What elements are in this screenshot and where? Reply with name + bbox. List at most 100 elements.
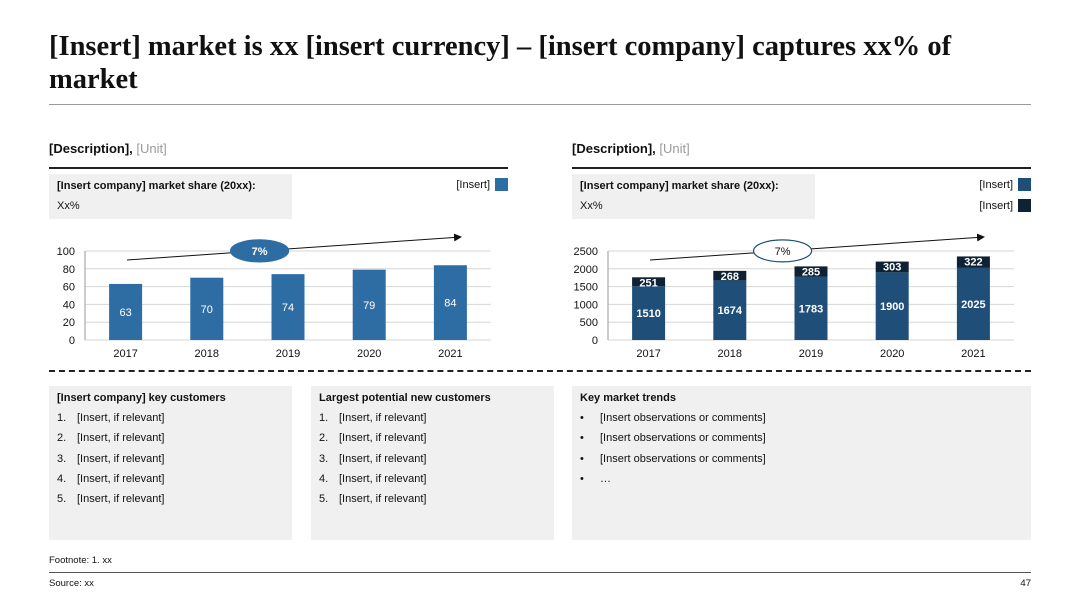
y-tick-label: 2500: [574, 246, 598, 258]
x-tick-label: 2021: [438, 348, 462, 360]
list-item-text: [Insert, if relevant]: [339, 493, 427, 506]
cagr-bubble: [752, 239, 813, 263]
bar-data-label: 303: [883, 262, 901, 274]
y-tick-label: 60: [63, 282, 75, 294]
left-share-title: [Insert company] market share (20xx):: [57, 180, 256, 192]
list-item: 5. [Insert, if relevant]: [57, 493, 164, 513]
list-item: 1. [Insert, if relevant]: [57, 412, 164, 432]
list-marker: 3.: [57, 452, 67, 465]
list-item: • [Insert observations or comments]: [580, 412, 766, 432]
bar-data-label: 70: [201, 304, 213, 316]
list-item-text: [Insert, if relevant]: [77, 412, 165, 424]
bar: [190, 277, 224, 340]
footer-divider: [49, 572, 1031, 573]
list-item: 4. [Insert, if relevant]: [57, 473, 164, 493]
bar-data-label: 251: [639, 277, 657, 289]
bar: [956, 267, 990, 340]
bar-data-label: 1674: [718, 305, 743, 317]
potential-customers-box: Largest potential new customers 1. [Inser…: [311, 386, 554, 540]
right-legend-swatch-1: [1018, 178, 1031, 191]
list-marker: •: [580, 452, 584, 465]
list-item: •…: [580, 473, 766, 493]
left-description-label: [Description],: [49, 141, 133, 156]
bar-data-label: 79: [363, 300, 375, 312]
x-tick-label: 2020: [357, 348, 381, 360]
cagr-label: 7%: [775, 246, 791, 258]
y-tick-label: 2000: [574, 264, 598, 276]
list-item: 3. [Insert, if relevant]: [319, 453, 426, 473]
list-item-text: [Insert, if relevant]: [339, 452, 427, 465]
bar: [875, 272, 909, 340]
potential-customers-list: 1. [Insert, if relevant] 2. [Insert, if re…: [319, 412, 426, 513]
box-title: Largest potential new customers: [319, 392, 491, 404]
list-item-text: [Insert observations or comments]: [600, 412, 766, 424]
y-tick-label: 80: [63, 264, 75, 276]
x-tick-label: 2020: [880, 348, 904, 360]
bar: [352, 269, 386, 340]
right-description-label: [Description],: [572, 141, 656, 156]
list-item: 1. [Insert, if relevant]: [319, 412, 426, 432]
list-item: 3. [Insert, if relevant]: [57, 453, 164, 473]
x-tick-label: 2019: [276, 348, 300, 360]
list-marker: •: [580, 472, 584, 485]
right-share-box: [Insert company] market share (20xx): Xx…: [572, 174, 815, 219]
list-item: 5. [Insert, if relevant]: [319, 493, 426, 513]
right-unit-label: [Unit]: [659, 141, 690, 156]
title-divider: [49, 104, 1031, 105]
x-tick-label: 2021: [961, 348, 985, 360]
list-item-text: [Insert, if relevant]: [77, 432, 165, 445]
bar-data-label: 1783: [799, 303, 823, 315]
left-description: [Description], [Unit]: [49, 141, 167, 156]
bar-data-label: 268: [721, 271, 739, 283]
list-item: 2. [Insert, if relevant]: [57, 432, 164, 452]
right-share-title: [Insert company] market share (20xx):: [580, 180, 779, 192]
cagr-label: 7%: [252, 246, 268, 258]
left-panel-rule: [49, 167, 508, 169]
cagr-bubble: [229, 239, 290, 263]
bar-data-label: 63: [119, 307, 131, 319]
right-legend-item-1: [Insert]: [900, 178, 1031, 191]
list-marker: 5.: [57, 493, 67, 506]
list-marker: 2.: [319, 432, 329, 445]
list-item-text: …: [600, 472, 611, 485]
y-tick-label: 1500: [574, 282, 598, 294]
bar-data-label: 2025: [961, 299, 985, 311]
list-item-text: [Insert, if relevant]: [339, 412, 427, 424]
list-marker: 4.: [319, 472, 329, 485]
list-item-text: [Insert, if relevant]: [339, 432, 427, 445]
box-title: [Insert company] key customers: [57, 392, 226, 404]
y-tick-label: 20: [63, 317, 75, 329]
bar: [433, 265, 467, 340]
bar: [632, 277, 666, 287]
right-legend-item-2: [Insert]: [900, 199, 1031, 212]
bar: [713, 280, 747, 340]
key-customers-box: [Insert company] key customers 1. [Insert…: [49, 386, 292, 540]
list-marker: 4.: [57, 472, 67, 485]
list-item-text: [Insert, if relevant]: [77, 472, 165, 485]
y-tick-label: 100: [57, 246, 75, 258]
left-share-value: Xx%: [57, 200, 80, 212]
bar: [956, 256, 990, 268]
list-marker: 1.: [57, 412, 67, 424]
list-marker: 5.: [319, 493, 329, 506]
bar: [794, 266, 828, 277]
y-tick-label: 500: [580, 317, 598, 329]
bar: [875, 261, 909, 273]
list-item: 4. [Insert, if relevant]: [319, 473, 426, 493]
bar: [109, 283, 143, 340]
left-share-box: [Insert company] market share (20xx): Xx…: [49, 174, 292, 219]
box-title: Key market trends: [580, 392, 676, 404]
key-customers-list: 1. [Insert, if relevant] 2. [Insert, if re…: [57, 412, 164, 513]
right-legend-label-1: [Insert]: [979, 178, 1013, 191]
section-divider-dashed: [49, 370, 1031, 372]
list-item-text: [Insert observations or comments]: [600, 452, 766, 465]
x-tick-label: 2018: [718, 348, 742, 360]
list-marker: 3.: [319, 452, 329, 465]
right-panel-rule: [572, 167, 1031, 169]
right-legend-swatch-2: [1018, 199, 1031, 212]
list-marker: •: [580, 412, 584, 424]
x-tick-label: 2017: [113, 348, 137, 360]
market-trends-list: • [Insert observations or comments] • [Ins…: [580, 412, 766, 493]
bar: [794, 276, 828, 340]
right-legend-label-2: [Insert]: [979, 199, 1013, 212]
